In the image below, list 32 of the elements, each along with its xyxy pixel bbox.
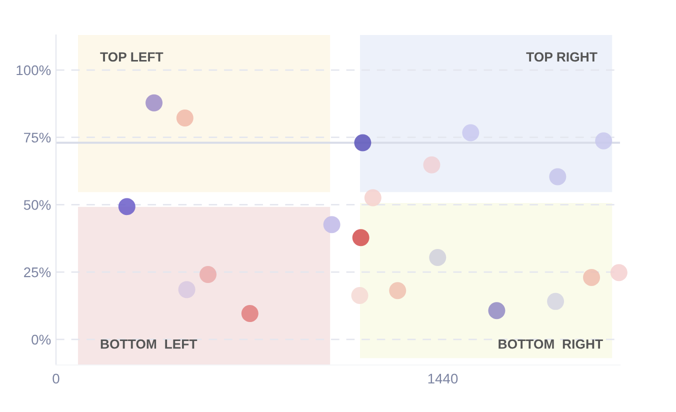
point (351, 286, 368, 304)
point (595, 132, 612, 150)
x-tick-label: 0 (52, 374, 60, 384)
point (549, 168, 566, 186)
y-tick-label: 75% (24, 132, 51, 143)
point (583, 268, 600, 286)
point (178, 281, 196, 298)
annotation: TOP RIGHT (526, 52, 598, 62)
point (610, 264, 628, 282)
y-tick-label: 50% (24, 200, 51, 210)
annotation: TOP LEFT (100, 52, 164, 62)
y-tick-label: 25% (24, 267, 51, 278)
annotation: BOTTOM LEFT (100, 339, 198, 349)
point (547, 292, 564, 310)
point (423, 156, 440, 174)
point (241, 305, 258, 322)
y-tick-label: 100% (16, 65, 51, 76)
point (118, 198, 136, 216)
point (462, 124, 480, 142)
x-tick-label: 1440 (428, 374, 458, 384)
point (354, 134, 372, 152)
point (352, 229, 370, 246)
point (146, 94, 163, 112)
point (176, 109, 194, 126)
point (488, 302, 506, 320)
point (364, 189, 382, 206)
point (200, 266, 217, 283)
y-tick-label: 0% (32, 334, 51, 345)
point (429, 249, 446, 266)
point (389, 282, 406, 300)
annotation: BOTTOM RIGHT (498, 339, 603, 349)
point (323, 216, 340, 234)
